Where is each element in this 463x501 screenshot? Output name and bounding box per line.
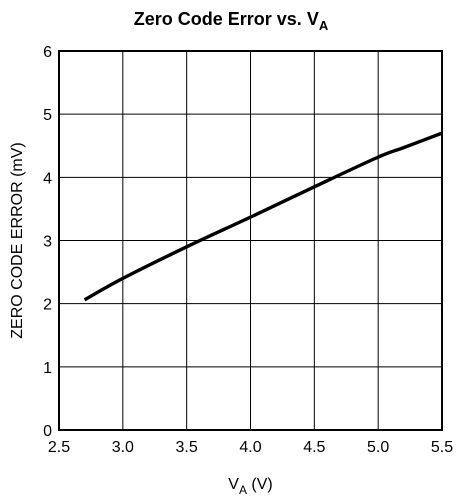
y-tick-label: 2 xyxy=(43,297,52,314)
chart-title-main: Zero Code Error vs. V xyxy=(134,9,319,29)
tick-labels: 2.5 3.0 3.5 4.0 4.5 5.0 5.5 0 1 2 3 4 5 6 xyxy=(43,44,453,456)
chart-title-sub: A xyxy=(319,18,329,33)
y-tick-label: 6 xyxy=(43,44,52,61)
plot-frame xyxy=(58,50,443,431)
x-tick-label: 4.5 xyxy=(303,439,325,456)
y-tick-label: 5 xyxy=(43,107,52,124)
grid-lines xyxy=(58,50,443,431)
x-tick-label: 2.5 xyxy=(48,439,70,456)
y-tick-label: 3 xyxy=(43,234,52,251)
y-axis-label: ZERO CODE ERROR (mV) xyxy=(9,142,26,338)
x-axis-label-pre: V xyxy=(228,476,239,493)
x-axis-label-post: (V) xyxy=(247,476,273,493)
x-axis-label-sub: A xyxy=(239,483,247,497)
series-line xyxy=(83,131,443,302)
x-tick-label: 5.0 xyxy=(367,439,389,456)
chart-title: Zero Code Error vs. VA xyxy=(134,9,329,33)
x-axis-label: VA (V) xyxy=(228,476,272,497)
x-tick-label: 3.5 xyxy=(176,439,198,456)
x-tick-label: 3.0 xyxy=(112,439,134,456)
y-tick-label: 0 xyxy=(43,423,52,440)
y-tick-label: 1 xyxy=(43,360,52,377)
y-tick-label: 4 xyxy=(43,170,52,187)
x-tick-label: 4.0 xyxy=(239,439,261,456)
x-tick-label: 5.5 xyxy=(431,439,453,456)
